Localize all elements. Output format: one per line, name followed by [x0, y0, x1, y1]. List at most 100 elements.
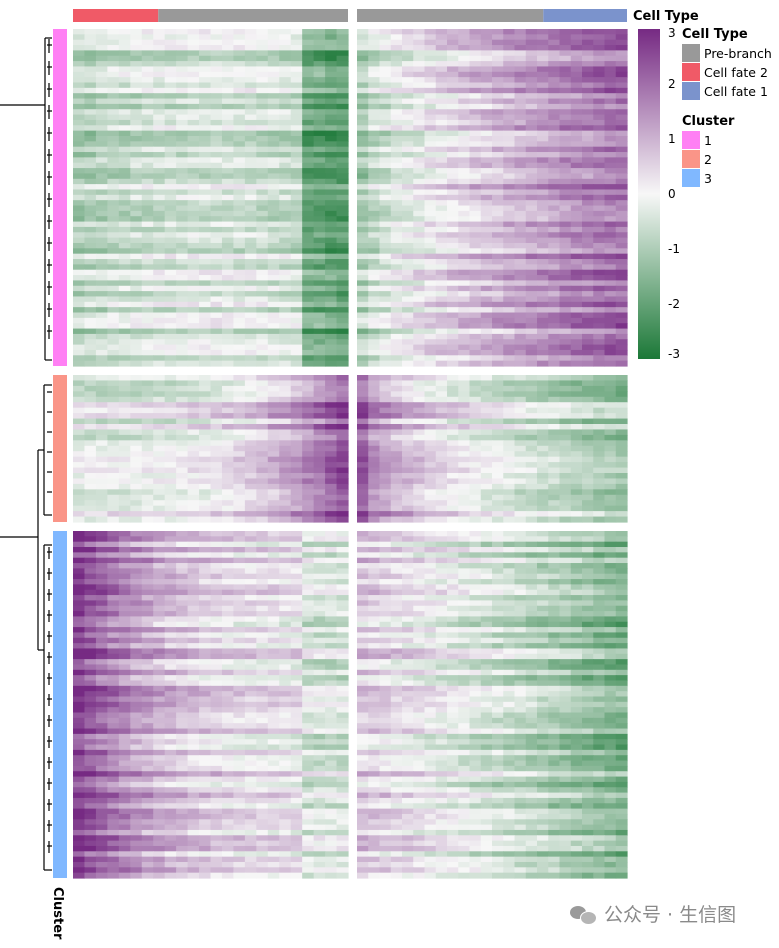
heatmap-cell — [73, 66, 85, 72]
heatmap-cell — [368, 339, 380, 345]
heatmap-cell — [526, 552, 538, 558]
heatmap-cell — [107, 350, 119, 356]
heatmap-cell — [165, 157, 177, 163]
heatmap-cell — [245, 355, 257, 361]
heatmap-cell — [548, 157, 560, 163]
heatmap-cell — [593, 473, 605, 479]
heatmap-cell — [337, 547, 349, 553]
heatmap-cell — [582, 280, 594, 286]
heatmap-cell — [470, 222, 482, 228]
heatmap-cell — [515, 82, 527, 88]
heatmap-cell — [458, 542, 470, 548]
heatmap-cell — [96, 264, 108, 270]
heatmap-cell — [176, 286, 188, 292]
heatmap-cell — [268, 495, 280, 501]
heatmap-cell — [153, 40, 165, 46]
heatmap-cell — [380, 61, 392, 67]
heatmap-cell — [314, 168, 326, 174]
heatmap-cell — [380, 99, 392, 105]
heatmap-cell — [291, 222, 303, 228]
heatmap-cell — [188, 345, 200, 351]
heatmap-cell — [503, 259, 515, 265]
heatmap-cell — [503, 457, 515, 463]
heatmap-cell — [593, 413, 605, 419]
heatmap-cell — [537, 329, 549, 335]
heatmap-cell — [268, 531, 280, 537]
heatmap-cell — [537, 579, 549, 585]
heatmap-cell — [368, 270, 380, 276]
heatmap-cell — [515, 462, 527, 468]
heatmap-cell — [548, 147, 560, 153]
heatmap-cell — [130, 440, 142, 446]
heatmap-cell — [560, 329, 572, 335]
heatmap-cell — [481, 115, 493, 121]
heatmap-cell — [96, 462, 108, 468]
heatmap-cell — [291, 72, 303, 78]
heatmap-cell — [380, 125, 392, 131]
heatmap-cell — [176, 77, 188, 83]
heatmap-cell — [357, 72, 369, 78]
heatmap-cell — [368, 40, 380, 46]
heatmap-cell — [199, 473, 211, 479]
heatmap-cell — [96, 66, 108, 72]
heatmap-cell — [515, 232, 527, 238]
heatmap-cell — [470, 179, 482, 185]
heatmap-cell — [436, 227, 448, 233]
heatmap-cell — [515, 350, 527, 356]
heatmap-cell — [526, 380, 538, 386]
heatmap-cell — [582, 419, 594, 425]
heatmap-cell — [153, 136, 165, 142]
heatmap-cell — [503, 419, 515, 425]
heatmap-cell — [107, 227, 119, 233]
heatmap-cell — [515, 386, 527, 392]
heatmap-cell — [314, 552, 326, 558]
heatmap-cell — [107, 222, 119, 228]
heatmap-cell — [325, 413, 337, 419]
heatmap-cell — [413, 542, 425, 548]
heatmap-cell — [515, 141, 527, 147]
heatmap-cell — [107, 355, 119, 361]
heatmap-cell — [222, 34, 234, 40]
heatmap-cell — [481, 568, 493, 574]
heatmap-cell — [268, 104, 280, 110]
heatmap-cell — [391, 259, 403, 265]
heatmap-cell — [176, 72, 188, 78]
heatmap-cell — [413, 457, 425, 463]
heatmap-cell — [582, 563, 594, 569]
heatmap-cell — [447, 558, 459, 564]
heatmap-cell — [302, 66, 314, 72]
heatmap-cell — [368, 468, 380, 474]
heatmap-cell — [413, 323, 425, 329]
heatmap-cell — [537, 82, 549, 88]
heatmap-cell — [380, 355, 392, 361]
heatmap-cell — [119, 402, 131, 408]
heatmap-cell — [325, 536, 337, 542]
heatmap-cell — [256, 329, 268, 335]
heatmap-cell — [337, 147, 349, 153]
heatmap-cell — [526, 131, 538, 137]
heatmap-cell — [368, 345, 380, 351]
heatmap-cell — [357, 243, 369, 249]
heatmap-cell — [537, 184, 549, 190]
heatmap-cell — [96, 568, 108, 574]
cluster-bar-2 — [53, 375, 67, 522]
heatmap-cell — [503, 511, 515, 517]
heatmap-cell — [291, 280, 303, 286]
heatmap-cell — [130, 408, 142, 414]
heatmap-cell — [188, 34, 200, 40]
heatmap-cell — [537, 313, 549, 319]
heatmap-cell — [291, 109, 303, 115]
heatmap-cell — [245, 270, 257, 276]
heatmap-cell — [245, 216, 257, 222]
heatmap-cell — [515, 248, 527, 254]
heatmap-cell — [492, 402, 504, 408]
heatmap-cell — [222, 380, 234, 386]
heatmap-cell — [571, 506, 583, 512]
heatmap-cell — [119, 536, 131, 542]
heatmap-cell — [245, 163, 257, 169]
heatmap-cell — [188, 50, 200, 56]
heatmap-cell — [380, 375, 392, 381]
heatmap-cell — [245, 206, 257, 212]
heatmap-cell — [582, 440, 594, 446]
heatmap-cell — [560, 184, 572, 190]
